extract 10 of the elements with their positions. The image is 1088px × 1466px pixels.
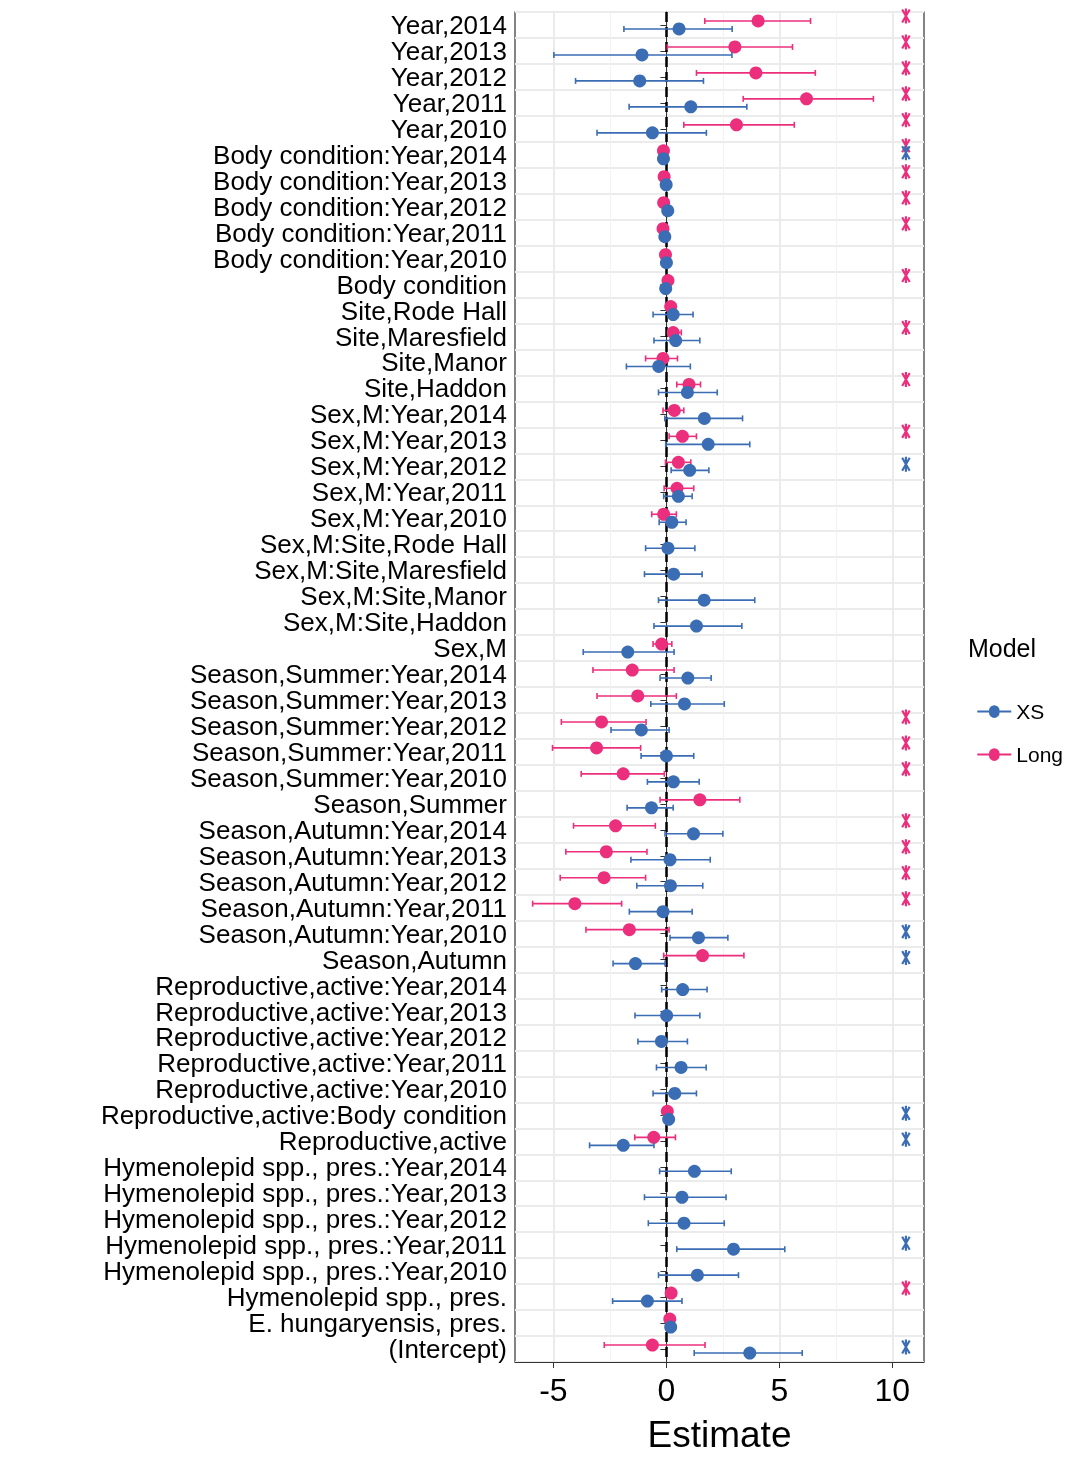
x-tick-label: 10 xyxy=(874,1372,911,1408)
y-tick-label: Sex,M xyxy=(433,633,507,664)
legend-label: XS xyxy=(1016,700,1045,723)
legend-title: Model xyxy=(967,633,1036,662)
legend-label: Long xyxy=(1016,743,1063,766)
x-axis-title: Estimate xyxy=(647,1414,792,1455)
y-tick-label: Year,2014 xyxy=(390,9,507,40)
x-tick-label: 5 xyxy=(770,1372,789,1408)
x-tick-label: 0 xyxy=(657,1372,676,1408)
x-tick-label: -5 xyxy=(539,1372,568,1408)
